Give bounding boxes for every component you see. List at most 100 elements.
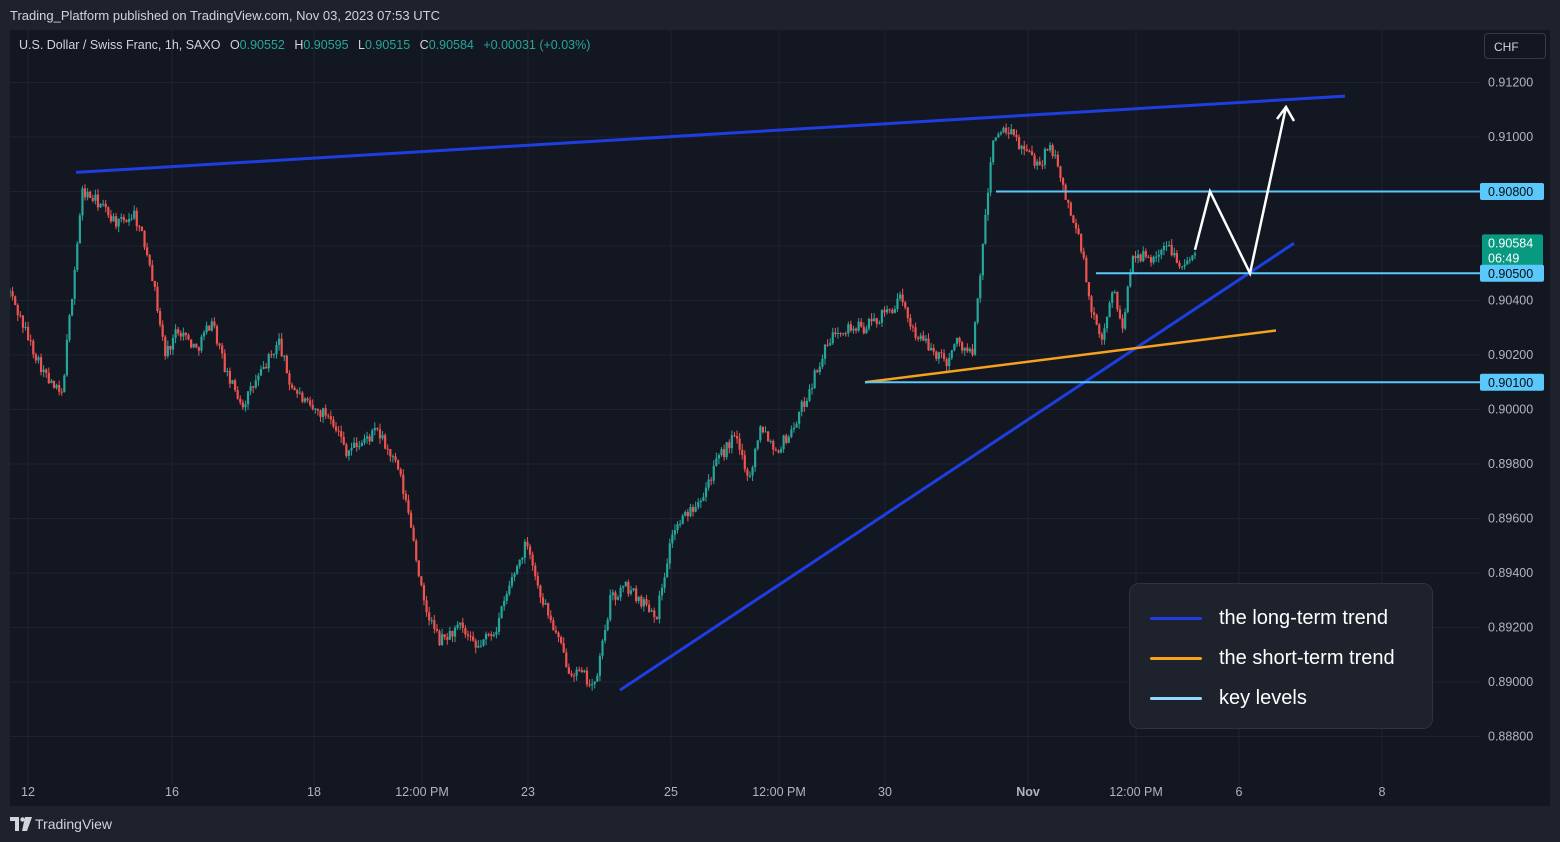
y-axis: 0.912000.910000.908000.906000.904000.902… — [1488, 76, 1533, 744]
price-chart[interactable]: 0.912000.910000.908000.906000.904000.902… — [10, 30, 1550, 806]
x-tick-label: 8 — [1379, 785, 1386, 799]
candle-body — [350, 448, 353, 451]
candle-body — [1168, 244, 1171, 246]
candle-body — [963, 347, 966, 351]
candle-body — [347, 450, 351, 456]
candle-body — [999, 132, 1003, 135]
candle-body — [588, 684, 591, 686]
candle-body — [821, 358, 824, 367]
long-term-trend-line-upper — [75, 94, 1346, 174]
candle-body — [673, 530, 677, 535]
candle-body — [1082, 251, 1085, 258]
candle-body — [290, 384, 294, 388]
candle-body — [777, 450, 780, 453]
candle-body — [233, 380, 237, 391]
candle-body — [345, 444, 348, 456]
candle-body — [265, 366, 268, 369]
candle-body — [358, 446, 361, 448]
y-tick-label: 0.91000 — [1488, 130, 1533, 144]
candle-body — [730, 435, 733, 449]
candle-body — [280, 338, 283, 357]
candle-body — [699, 500, 702, 503]
candle-body — [435, 628, 439, 631]
candle-body — [472, 636, 475, 641]
candle-body — [138, 226, 141, 228]
candle-body — [96, 194, 100, 208]
candle-body — [1051, 145, 1054, 156]
legend-item-key-levels: key levels — [1150, 683, 1307, 713]
x-tick-label: 18 — [307, 785, 321, 799]
candle-body — [619, 587, 622, 598]
candle-body — [107, 207, 110, 216]
candle-body — [1157, 254, 1160, 257]
candle-body — [510, 576, 514, 586]
candle-body — [883, 309, 886, 313]
candle-body — [1030, 151, 1034, 156]
candle-body — [456, 624, 459, 628]
candle-body — [1173, 253, 1176, 256]
candle-body — [1041, 164, 1044, 166]
candle-body — [888, 309, 891, 311]
candle-body — [717, 455, 721, 459]
close-value: 0.90584 — [428, 38, 474, 52]
symbol-name[interactable]: U.S. Dollar / Swiss Franc, 1h, SAXO — [19, 38, 221, 52]
projection-path — [1193, 106, 1288, 278]
footer-bar — [0, 806, 1560, 842]
candle-body — [464, 627, 467, 635]
key-level-price-label: 0.90100 — [1488, 376, 1533, 390]
y-tick-label: 0.89400 — [1488, 566, 1533, 580]
candle-body — [805, 400, 808, 407]
candle-body — [966, 347, 969, 352]
candle-body — [47, 372, 50, 384]
candle-body — [932, 347, 935, 352]
candle-body — [314, 408, 317, 410]
candle-body — [1186, 260, 1189, 265]
candle-body — [171, 337, 175, 350]
y-tick-label: 0.89200 — [1488, 621, 1533, 635]
candle-body — [1113, 291, 1116, 293]
candle-body — [836, 333, 840, 335]
x-tick-label: 23 — [521, 785, 535, 799]
candle-body — [914, 327, 917, 338]
candle-body — [117, 218, 120, 227]
candle-body — [298, 392, 301, 394]
candle-body — [309, 400, 312, 406]
candle-body — [984, 214, 987, 244]
candle-body — [1111, 292, 1114, 303]
candle-body — [834, 332, 837, 334]
candle-body — [867, 318, 871, 329]
candle-body — [1116, 291, 1119, 310]
candle-body — [782, 435, 785, 449]
candle-body — [262, 366, 265, 370]
candle-body — [1012, 129, 1015, 135]
candle-body — [210, 321, 213, 331]
candle-body — [735, 436, 739, 439]
candle-body — [873, 318, 876, 322]
candle-body — [208, 325, 211, 331]
candle-body — [937, 352, 940, 359]
candle-body — [340, 431, 343, 437]
tradingview-logo[interactable]: TradingView — [10, 816, 112, 832]
candle-body — [810, 388, 814, 390]
candle-body — [808, 389, 811, 401]
candle-body — [942, 353, 946, 360]
candle-body — [741, 449, 744, 456]
candle-body — [37, 357, 40, 361]
candle-body — [642, 599, 645, 607]
candle-body — [728, 442, 731, 449]
candle-body — [893, 309, 896, 313]
candle-body — [306, 398, 309, 401]
candle-body — [451, 631, 454, 637]
candle-body — [1054, 154, 1057, 156]
candle-body — [927, 338, 930, 351]
candle-body — [32, 340, 35, 355]
candle-body — [394, 456, 397, 461]
candle-body — [120, 217, 123, 219]
candle-body — [63, 375, 66, 393]
candle-body — [513, 573, 516, 577]
currency-button[interactable]: CHF — [1484, 33, 1546, 59]
candle-body — [228, 371, 232, 384]
candle-body — [1147, 256, 1150, 258]
candle-body — [523, 541, 526, 558]
candle-body — [192, 343, 195, 348]
